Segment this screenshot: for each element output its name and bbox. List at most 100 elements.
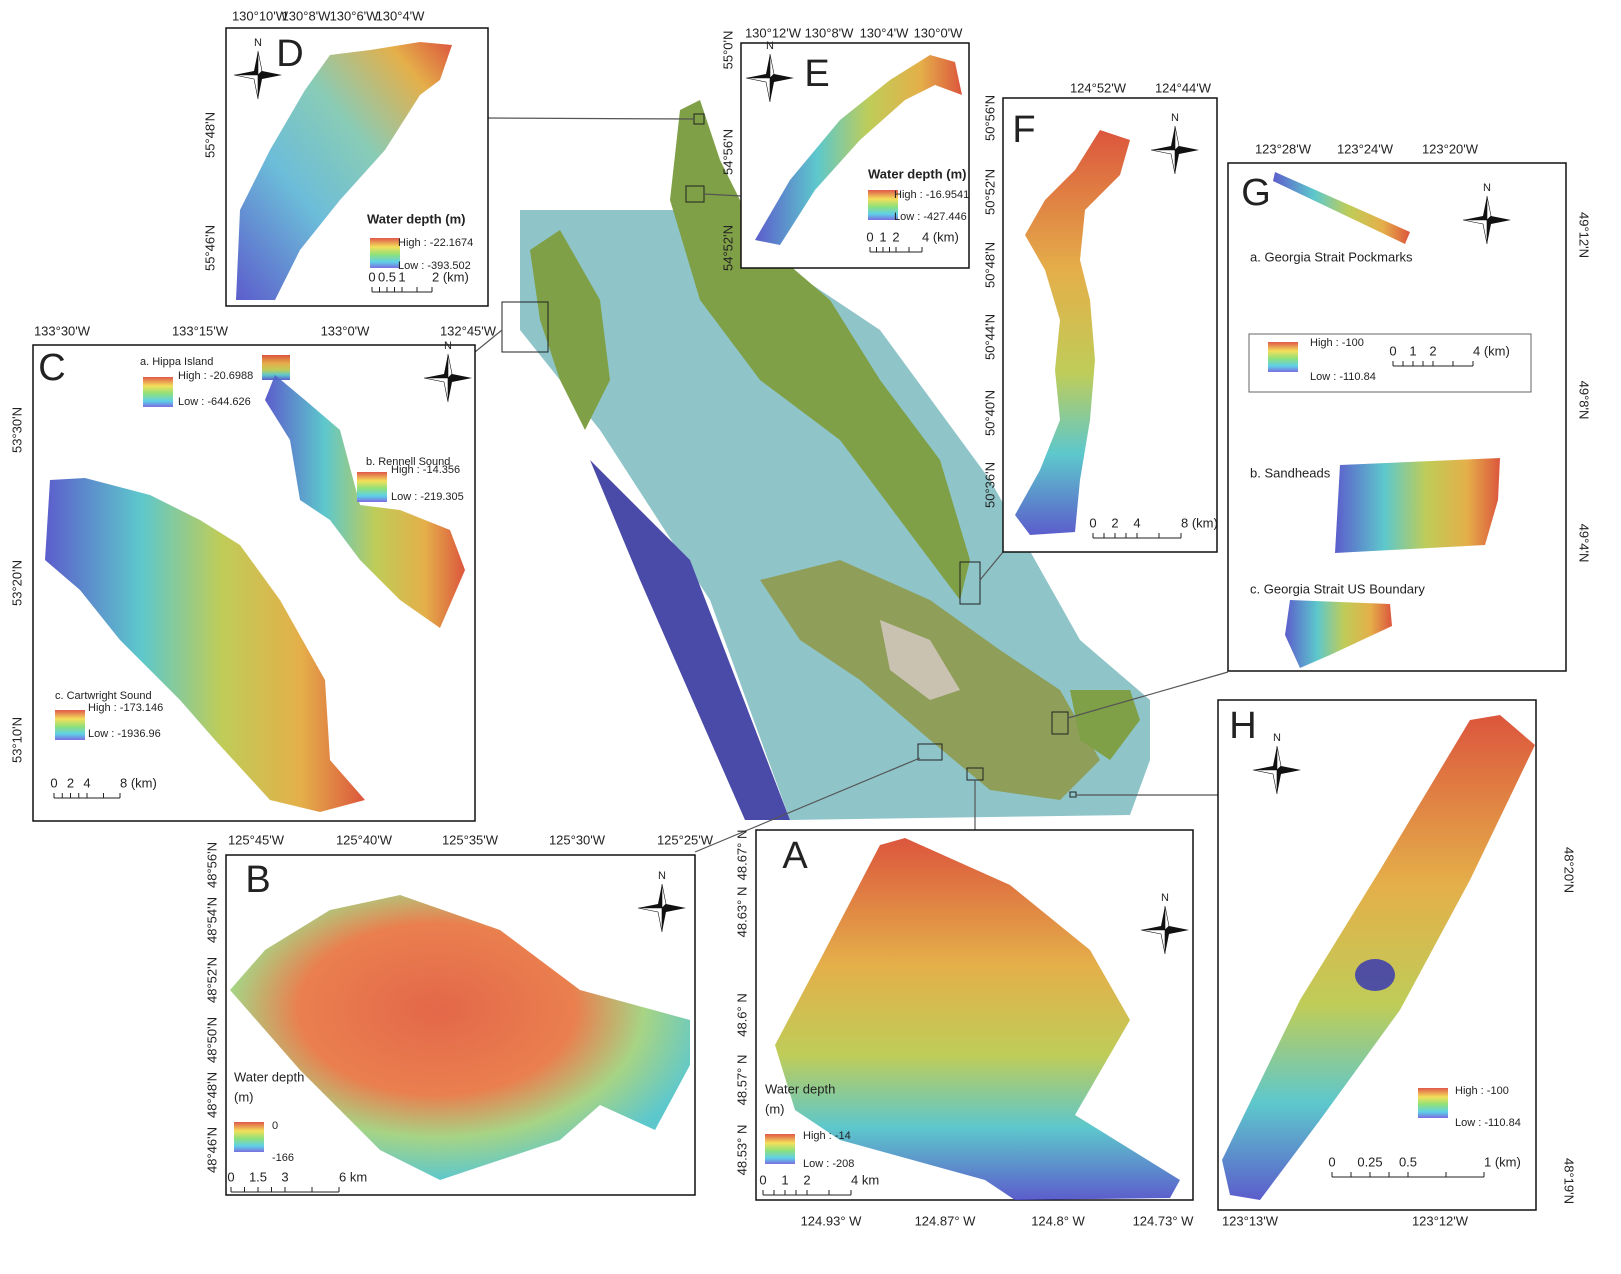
legend-ramp	[765, 1134, 795, 1164]
legend-ramp	[357, 472, 387, 502]
legend-title: (m)	[234, 1089, 254, 1104]
lon-tick-label: 133°0'W	[321, 323, 371, 338]
lat-tick-label: 54°52'N	[720, 225, 735, 271]
lon-tick-label: 124.73° W	[1133, 1213, 1195, 1228]
lon-tick-label: 123°12'W	[1412, 1213, 1469, 1228]
lon-tick-label: 125°25'W	[657, 832, 714, 847]
lat-tick-label: 53°30'N	[9, 407, 24, 453]
scale-label: 8 (km)	[120, 775, 157, 790]
lat-tick-label: 54°56'N	[720, 129, 735, 175]
scale-label: 1	[1409, 343, 1416, 358]
lat-tick-label: 53°10'N	[9, 717, 24, 763]
scale-label: 4 km	[851, 1172, 879, 1187]
legend-ramp	[143, 377, 173, 407]
scale-label: 4	[1133, 515, 1140, 530]
scale-label: 2	[1111, 515, 1118, 530]
legend-low: Low : -208	[803, 1158, 854, 1170]
lat-tick-label: 50°52'N	[982, 169, 997, 215]
lon-tick-label: 124.87° W	[915, 1213, 977, 1228]
lon-tick-label: 130°10'W	[232, 8, 289, 23]
lon-tick-label: 123°20'W	[1422, 141, 1479, 156]
north-label: N	[766, 40, 774, 52]
lat-tick-label: 48.53° N	[734, 1125, 749, 1176]
lon-tick-label: 124.8° W	[1031, 1213, 1085, 1228]
lat-tick-label: 48°52'N	[204, 957, 219, 1003]
north-label: N	[1483, 182, 1491, 194]
legend-low: Low : -110.84	[1455, 1117, 1521, 1129]
lat-tick-label: 48°46'N	[204, 1127, 219, 1173]
lat-tick-label: 48°54'N	[204, 897, 219, 943]
lat-tick-label: 50°56'N	[982, 95, 997, 141]
north-label: N	[1171, 112, 1179, 124]
north-label: N	[1273, 732, 1281, 744]
lat-tick-label: 55°0'N	[720, 31, 735, 70]
panel-letter: G	[1241, 172, 1271, 214]
inset-panel: 125°45'W 125°40'W 125°35'W 125°30'W 125°25'W…	[204, 832, 713, 1195]
lat-tick-label: 48.63° N	[734, 887, 749, 938]
scale-label: 2	[803, 1172, 810, 1187]
legend-low: Low : -219.305	[391, 491, 464, 503]
legend-title: c. Cartwright Sound	[55, 690, 152, 702]
lon-tick-label: 130°6'W	[330, 8, 380, 23]
scale-label: 1 (km)	[1484, 1154, 1521, 1169]
scale-label: 1	[879, 229, 886, 244]
legend-high: High : -14.356	[391, 464, 460, 476]
lon-tick-label: 124°44'W	[1155, 80, 1212, 95]
lat-tick-label: 48°50'N	[204, 1017, 219, 1063]
lon-tick-label: 132°45'W	[440, 323, 497, 338]
lat-tick-label: 50°44'N	[982, 314, 997, 360]
lon-tick-label: 130°4'W	[376, 8, 426, 23]
legend-title: Water depth (m)	[367, 211, 465, 226]
lon-tick-label: 123°24'W	[1337, 141, 1394, 156]
lon-tick-label: 125°45'W	[228, 832, 285, 847]
inset-panel: 130°12'W130°8'W130°4'W130°0'W55°0'N54°56…	[720, 25, 969, 271]
scale-label: 4	[83, 775, 90, 790]
scale-label: 0	[759, 1172, 766, 1187]
lon-tick-label: 125°35'W	[442, 832, 499, 847]
scale-label: 0	[866, 229, 873, 244]
lat-tick-label: 48°20'N	[1562, 847, 1577, 893]
lat-tick-label: 49°4'N	[1577, 524, 1592, 563]
lon-tick-label: 125°30'W	[549, 832, 606, 847]
lon-tick-label: 123°28'W	[1255, 141, 1312, 156]
lon-tick-label: 130°8'W	[805, 25, 855, 40]
scale-label: 0	[50, 775, 57, 790]
panel-letter: E	[804, 53, 829, 95]
scale-label: 2	[67, 775, 74, 790]
lon-tick-label: 130°4'W	[860, 25, 910, 40]
legend-title: Water depth	[234, 1069, 304, 1084]
lon-tick-label: 125°40'W	[336, 832, 393, 847]
area-label: b. Sandheads	[1250, 465, 1331, 480]
lat-tick-label: 55°48'N	[202, 112, 217, 158]
lat-tick-label: 48.57° N	[734, 1055, 749, 1106]
connector	[488, 118, 694, 119]
scale-label: 2	[1429, 343, 1436, 358]
north-label: N	[254, 37, 262, 49]
legend-ramp	[55, 710, 85, 740]
legend-title: Water depth	[765, 1081, 835, 1096]
scale-label: 0	[1389, 343, 1396, 358]
lat-tick-label: 50°36'N	[982, 462, 997, 508]
legend-high: 0	[272, 1120, 278, 1132]
lon-tick-label: 133°30'W	[34, 323, 91, 338]
lat-tick-label: 48.6° N	[734, 993, 749, 1037]
legend-high: High : -173.146	[88, 702, 163, 714]
panel-letter: B	[245, 859, 270, 901]
scale-label: 1	[398, 269, 405, 284]
legend-title: a. Hippa Island	[140, 356, 213, 368]
legend-title: Water depth (m)	[868, 166, 966, 181]
lat-tick-label: 49°12'N	[1577, 212, 1592, 258]
legend-low: Low : -110.84	[1310, 371, 1376, 383]
legend-low: Low : -1936.96	[88, 728, 161, 740]
panel-letter: D	[276, 33, 303, 75]
legend-high: High : -20.6988	[178, 370, 253, 382]
scale-label: 2 (km)	[432, 269, 469, 284]
panel-letter: H	[1229, 705, 1256, 747]
north-label: N	[444, 340, 452, 352]
lon-tick-label: 123°13'W	[1222, 1213, 1279, 1228]
area-label: c. Georgia Strait US Boundary	[1250, 581, 1425, 596]
scale-label: 8 (km)	[1181, 515, 1218, 530]
